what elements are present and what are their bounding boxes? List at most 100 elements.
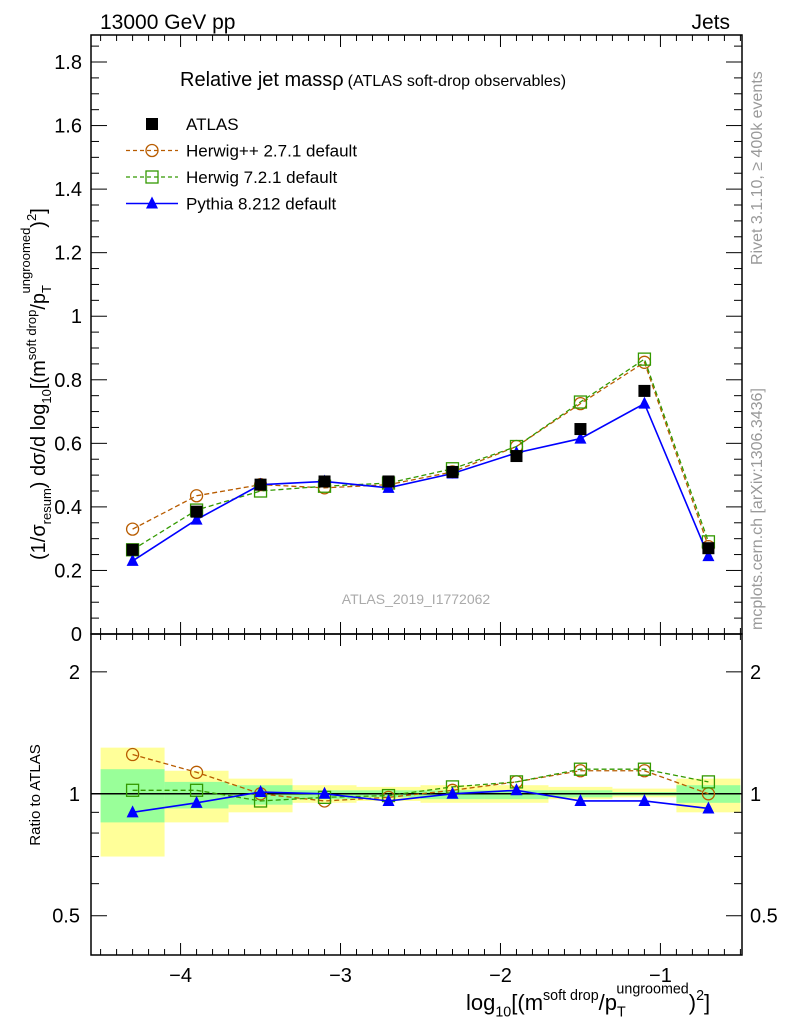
main-atlas-point (126, 543, 139, 556)
rivet-label: Rivet 3.1.10, ≥ 400k events (749, 71, 766, 265)
y-tick-label: 0.6 (54, 433, 82, 455)
main-pythia-8-212-default-point (190, 512, 203, 525)
label-part: /p (28, 293, 50, 310)
y-tick-label: 1.6 (54, 116, 82, 138)
ratio-herwig-2-7-1-default-point (125, 747, 140, 762)
main-pythia-8-212-default-point (702, 549, 715, 562)
legend-herwig-2-7-1-default-marker (145, 143, 159, 158)
ratio-plot: −4 −3 −2 −1 0.5 0.5 1 1 2 2 (52, 633, 778, 987)
main-atlas-point (638, 384, 651, 397)
ratio-pythia-8-212-default-line (132, 789, 709, 814)
ratio-y-tick-label-right: 2 (750, 662, 761, 684)
x-tick-label: −1 (649, 965, 672, 987)
label-part: (1/σ (28, 524, 50, 560)
label-part: soft drop (24, 310, 39, 361)
label-part: ) (689, 990, 696, 1015)
mcplots-label: mcplots.cern.ch [arXiv:1306.3436] (749, 388, 766, 630)
main-herwig-7-2-1-default-line (132, 358, 710, 551)
legend: ATLAS Herwig++ 2.7.1 default Herwig 7.2.1 … (126, 115, 357, 214)
x-tick-label: −2 (489, 965, 512, 987)
ratio-pythia-8-212-default-point (574, 793, 587, 806)
label-part: ] (704, 990, 710, 1015)
label-part: 10 (495, 1005, 511, 1021)
ratio-xlabel: log10[(msoft drop/pTungroomed)2] (466, 982, 710, 1021)
ratio-herwig-7-2-1-default-point (125, 783, 140, 797)
main-pythia-8-212-default-line (132, 402, 710, 562)
main-herwig-7-2-1-default-point (637, 352, 652, 366)
y-tick-label: 0.8 (54, 370, 82, 392)
ratio-herwig-7-2-1-default-point (637, 762, 652, 776)
ratio-pythia-8-212-default-point (254, 785, 267, 798)
ratio-pythia-8-212-default-point (318, 786, 331, 799)
ratio-pythia-8-212-default-point (702, 801, 715, 814)
label-part: ] (28, 208, 50, 214)
ratio-pythia-8-212-default-point (446, 786, 459, 799)
chart-title: Relative jet massρ (ATLAS soft-drop obser… (180, 69, 566, 91)
y-tick-label: 1.8 (54, 52, 82, 74)
label-part: ) (28, 221, 50, 228)
ratio-herwig-2-7-1-default-point (189, 765, 204, 779)
label-part: resum (39, 488, 54, 524)
main-pythia-8-212-default-point (574, 431, 587, 444)
label-part: /p (599, 990, 617, 1015)
label-part: soft drop (543, 988, 599, 1004)
legend-pythia-8-212-default-label: Pythia 8.212 default (186, 195, 337, 214)
label-part: log (466, 990, 495, 1015)
legend-atlas-label: ATLAS (186, 115, 239, 134)
ratio-ylabel: Ratio to ATLAS (27, 744, 44, 845)
label-part: ungroomed (18, 228, 33, 294)
y-tick-label: 1.2 (54, 243, 82, 265)
label-part: T (39, 285, 54, 293)
main-atlas-point (382, 475, 395, 488)
ratio-herwig-7-2-1-default-line (132, 768, 709, 802)
main-atlas-point (318, 475, 331, 488)
ratio-pythia-8-212-default-point (382, 793, 395, 806)
ratio-herwig-7-2-1-default-point (573, 762, 588, 776)
watermark: ATLAS_2019_I1772062 (342, 591, 491, 607)
legend-pythia-8-212-default-marker (146, 196, 158, 209)
y-tick-label: 0.2 (54, 560, 82, 582)
main-herwig-7-2-1-default-point (573, 395, 588, 409)
main-atlas-point (446, 465, 459, 478)
y-tick-label: 1 (71, 306, 82, 328)
title-sub: (ATLAS soft-drop observables) (348, 73, 566, 90)
main-atlas-point (190, 505, 203, 518)
ratio-herwig-2-7-1-default-line (132, 753, 709, 802)
ratio-herwig-7-2-1-default-point (701, 775, 716, 789)
main-atlas-point (254, 478, 267, 491)
label-part: [(m (511, 990, 543, 1015)
x-tick-label: −3 (329, 965, 352, 987)
main-atlas-point (702, 542, 715, 555)
ratio-pythia-8-212-default-point (190, 795, 203, 808)
ratio-pythia-8-212-default-point (126, 805, 139, 818)
label-part: 10 (39, 389, 54, 403)
main-ylabel: (1/σresum) dσ/d log10[(msoft drop/pTungr… (18, 208, 54, 560)
label-part: ungroomed (616, 982, 688, 998)
ratio-y-tick-label-right: 0.5 (750, 906, 778, 928)
y-tick-label: 1.4 (54, 179, 82, 201)
header-left: 13000 GeV pp (100, 11, 235, 34)
ratio-pythia-8-212-default-point (510, 783, 523, 796)
y-tick-label: 0 (71, 624, 82, 646)
x-tick-label: −4 (169, 965, 192, 987)
label-part: 2 (696, 988, 704, 1004)
main-atlas-point (510, 450, 523, 463)
ratio-y-tick-label: 2 (69, 662, 80, 684)
y-tick-label: 0.4 (54, 497, 82, 519)
ratio-y-tick-label: 0.5 (52, 906, 80, 928)
label-part: [(m (28, 360, 50, 389)
legend-herwig-2-7-1-default-label: Herwig++ 2.7.1 default (186, 142, 357, 161)
ratio-frame (90, 633, 743, 956)
main-atlas-point (574, 423, 587, 436)
ratio-pythia-8-212-default-point (638, 793, 651, 806)
main-pythia-8-212-default-point (638, 396, 651, 409)
ratio-y-tick-label: 1 (69, 784, 80, 806)
main-herwig-2-7-1-default-point (189, 489, 204, 503)
main-herwig-2-7-1-default-point (125, 522, 140, 536)
main-herwig-2-7-1-default-line (132, 361, 710, 547)
legend-herwig-7-2-1-default-label: Herwig 7.2.1 default (186, 168, 337, 187)
title-main: Relative jet massρ (180, 69, 344, 91)
label-part: T (617, 1005, 626, 1021)
legend-herwig-7-2-1-default-marker (145, 170, 159, 184)
